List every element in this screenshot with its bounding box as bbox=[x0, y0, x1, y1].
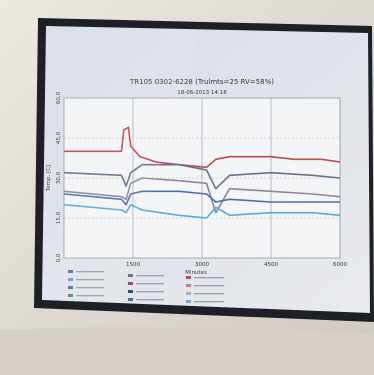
series-line-2 bbox=[63, 163, 341, 190]
y-tick-label: 15,0 bbox=[56, 211, 62, 224]
series-line-3 bbox=[63, 177, 341, 214]
legend-entry bbox=[186, 276, 224, 303]
x-tick-label: 6000 bbox=[333, 262, 347, 268]
y-tick-label: 0,0 bbox=[56, 253, 62, 262]
legend-entry bbox=[68, 270, 104, 297]
chart-title: TR105 0302-6228 (Trulmts=25 RV=58%) bbox=[129, 78, 274, 86]
chart-subtitle: 18-06-2013 14:18 bbox=[177, 90, 227, 96]
y-tick-label: 45,0 bbox=[56, 131, 62, 144]
legend bbox=[68, 270, 224, 303]
x-tick-label: 1500 bbox=[126, 262, 140, 268]
y-tick-labels: 0,0 15,0 30,0 45,0 60,0 bbox=[56, 91, 62, 262]
y-tick-label: 30,0 bbox=[56, 171, 62, 184]
y-tick-label: 60,0 bbox=[56, 91, 62, 104]
legend-entry bbox=[128, 274, 164, 301]
series-group bbox=[63, 126, 341, 219]
series-line-4 bbox=[63, 190, 340, 206]
x-tick-label: 4500 bbox=[264, 262, 278, 268]
x-tick-labels: 1500 3000 4500 6000 bbox=[126, 262, 347, 268]
series-line-5 bbox=[63, 203, 341, 219]
y-axis-label: Temp. [C] bbox=[46, 165, 52, 192]
x-tick-label: 3000 bbox=[195, 262, 209, 268]
x-axis-label: Minutes bbox=[185, 270, 207, 276]
grid bbox=[64, 97, 341, 259]
